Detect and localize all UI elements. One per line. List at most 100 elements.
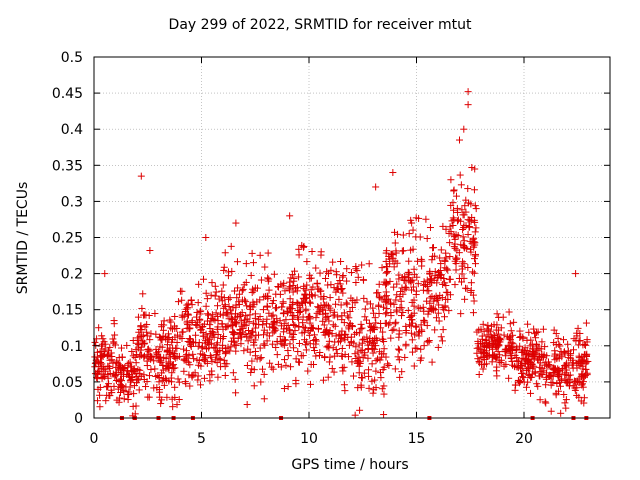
data-point — [392, 296, 400, 304]
data-point — [438, 337, 446, 345]
data-point — [472, 205, 480, 213]
data-point — [300, 328, 308, 336]
data-point — [368, 360, 376, 368]
data-point — [194, 376, 202, 384]
data-point — [349, 297, 357, 305]
data-point — [369, 304, 377, 312]
data-point — [272, 326, 280, 334]
data-point — [505, 374, 513, 382]
data-point — [156, 343, 164, 351]
data-point — [192, 331, 200, 339]
data-point — [510, 318, 518, 326]
data-point — [431, 305, 439, 313]
data-point — [310, 331, 318, 339]
data-point — [428, 358, 436, 366]
data-point — [516, 342, 524, 350]
data-point — [402, 342, 410, 350]
data-point — [343, 265, 351, 273]
data-point — [581, 341, 589, 349]
data-point — [538, 338, 546, 346]
data-point — [263, 292, 271, 300]
data-point — [409, 226, 417, 234]
data-point — [365, 260, 373, 268]
data-point — [454, 208, 462, 216]
data-point — [401, 353, 409, 361]
data-point — [250, 382, 258, 390]
data-point — [156, 356, 164, 364]
data-point — [574, 324, 582, 332]
data-point — [387, 250, 395, 258]
data-point — [575, 393, 583, 401]
data-point — [578, 371, 586, 379]
data-point — [135, 386, 143, 394]
data-point — [280, 279, 288, 287]
data-point — [467, 279, 475, 287]
data-point — [562, 404, 570, 412]
data-point — [324, 329, 332, 337]
data-point — [346, 307, 354, 315]
data-point — [465, 199, 473, 207]
data-point — [334, 280, 342, 288]
data-point — [256, 313, 264, 321]
data-point — [452, 231, 460, 239]
data-point — [330, 368, 338, 376]
data-point — [467, 286, 475, 294]
data-point — [373, 337, 381, 345]
data-point — [94, 397, 102, 405]
data-point — [384, 267, 392, 275]
data-point — [163, 393, 171, 401]
data-point — [460, 237, 468, 245]
data-point — [103, 383, 111, 391]
data-point — [530, 355, 538, 363]
data-point — [513, 344, 521, 352]
data-point — [384, 295, 392, 303]
data-point — [527, 373, 535, 381]
data-point — [143, 332, 151, 340]
data-point — [410, 265, 418, 273]
data-point — [94, 385, 102, 393]
data-point — [248, 365, 256, 373]
data-point — [171, 312, 179, 320]
data-point — [361, 313, 369, 321]
data-point — [241, 330, 249, 338]
data-point — [124, 359, 132, 367]
data-point — [505, 308, 513, 316]
data-point-outlier — [146, 246, 154, 254]
data-point — [371, 314, 379, 322]
data-point — [129, 402, 137, 410]
data-point — [303, 258, 311, 266]
data-point — [220, 356, 228, 364]
data-point — [457, 310, 465, 318]
data-point — [302, 346, 310, 354]
data-point — [322, 274, 330, 282]
data-point — [317, 302, 325, 310]
data-point — [423, 282, 431, 290]
data-point — [494, 336, 502, 344]
data-point — [583, 353, 591, 361]
data-point — [350, 339, 358, 347]
data-point — [93, 353, 101, 361]
data-point — [446, 239, 454, 247]
data-point — [385, 321, 393, 329]
data-point — [442, 225, 450, 233]
data-point — [174, 375, 182, 383]
data-point — [154, 371, 162, 379]
data-point — [342, 299, 350, 307]
data-point — [380, 390, 388, 398]
data-point — [160, 321, 168, 329]
data-point — [380, 338, 388, 346]
data-point — [455, 249, 463, 257]
data-point — [353, 267, 361, 275]
data-point — [310, 346, 318, 354]
data-point — [422, 215, 430, 223]
data-point — [391, 228, 399, 236]
data-point — [518, 373, 526, 381]
data-point — [517, 361, 525, 369]
data-point — [185, 311, 193, 319]
data-point — [278, 303, 286, 311]
data-point — [339, 273, 347, 281]
data-point — [506, 320, 514, 328]
data-point — [352, 355, 360, 363]
data-point — [98, 370, 106, 378]
data-point — [437, 246, 445, 254]
